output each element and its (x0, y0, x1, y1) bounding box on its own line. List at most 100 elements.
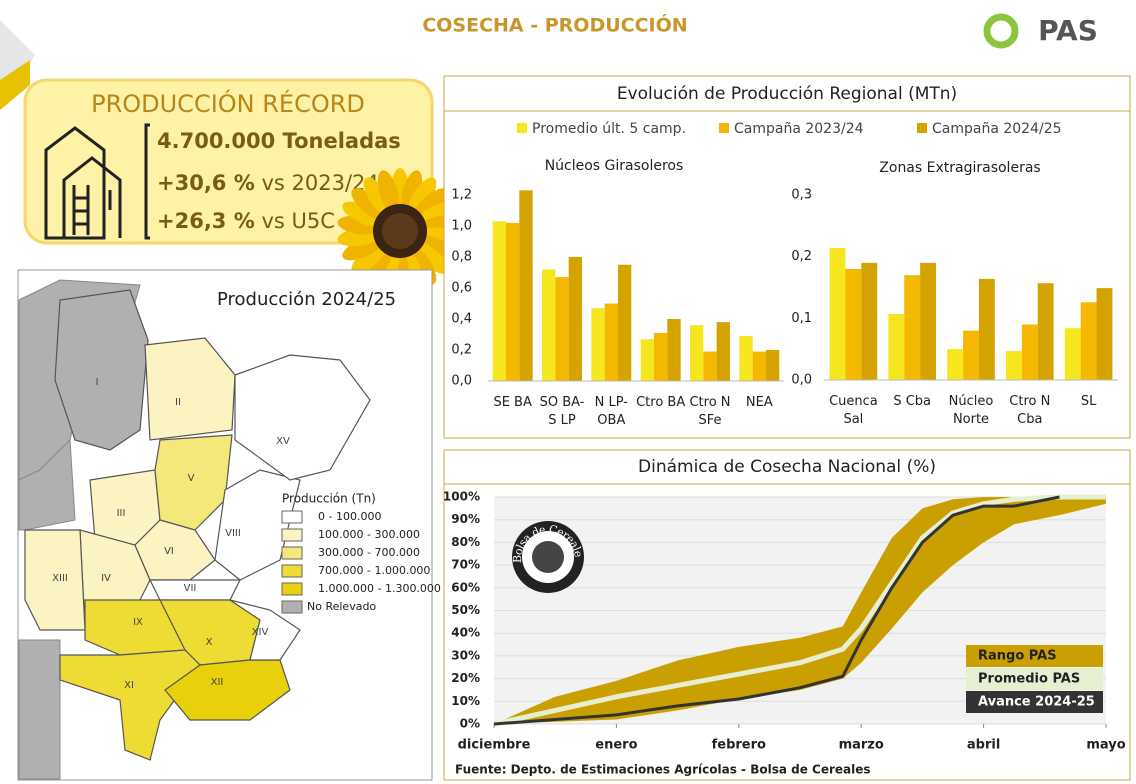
petal (413, 188, 449, 221)
legend-label: Rango PAS (978, 649, 1057, 664)
legend-label: 700.000 - 1.000.000 (318, 564, 430, 577)
bar (904, 275, 921, 380)
x-tick-label: SL (1081, 394, 1097, 409)
x-tick-label: Núcleo Norte (949, 394, 994, 427)
legend-swatch (966, 668, 1103, 690)
silo-icon (44, 123, 150, 240)
legend-label: Campaña 2024/25 (932, 121, 1062, 137)
y-tick-label: 1,2 (451, 188, 472, 203)
map-region (229, 599, 301, 661)
y-tick-label: 0% (460, 717, 480, 731)
bar (1064, 328, 1081, 380)
bar (519, 190, 533, 381)
petal (413, 241, 449, 274)
logo-icon (1001, 26, 1011, 36)
bar (716, 322, 730, 381)
map-region (144, 337, 236, 441)
bar (506, 222, 520, 381)
page-title: COSECHA - PRODUCCIÓN (422, 13, 687, 37)
y-tick-label: 30% (451, 648, 480, 662)
bar (978, 278, 995, 380)
bar (947, 349, 964, 380)
logo-face (532, 541, 564, 573)
logo: PAS (983, 13, 1098, 49)
map-region (24, 529, 86, 631)
y-tick-label: 1,0 (451, 219, 472, 234)
legend-swatch (917, 123, 927, 133)
legend-swatch (281, 582, 303, 596)
region-label: V (188, 473, 195, 484)
map-region (214, 469, 301, 581)
region-label: III (117, 508, 126, 519)
x-tick-label: enero (595, 738, 637, 753)
region-label: VI (164, 546, 174, 557)
range-band (494, 497, 1106, 724)
bar (829, 248, 846, 380)
record-title: PRODUCCIÓN RÉCORD (91, 88, 365, 118)
x-tick-label: N LP-OBA (595, 395, 629, 428)
y-tick-label: 0,8 (451, 250, 472, 265)
region-label: XV (276, 436, 290, 447)
bar (1021, 324, 1038, 380)
x-tick-label: marzo (839, 738, 884, 753)
region-label: XII (211, 677, 224, 688)
bar (963, 330, 979, 380)
region-label: VIII (225, 528, 241, 539)
region-label: I (96, 377, 99, 388)
map-legend-title: Producción (Tn) (282, 492, 376, 506)
y-tick-label: 0,3 (791, 188, 812, 203)
bar (1005, 351, 1022, 380)
legend-label: Campaña 2023/24 (734, 121, 864, 137)
x-tick-label: S Cba (893, 394, 931, 409)
logo-text: PAS (1038, 14, 1098, 47)
panel-title: Dinámica de Cosecha Nacional (%) (638, 457, 936, 477)
x-tick-label: Ctro BA (636, 395, 685, 410)
corner-decoration (0, 60, 30, 110)
bar (1080, 302, 1097, 380)
sunflower-center (382, 213, 418, 249)
legend-swatch (281, 600, 303, 614)
petal (408, 177, 437, 216)
panel-title: Evolución de Producción Regional (MTn) (617, 84, 957, 104)
outside-area (18, 639, 61, 780)
map-region (234, 354, 371, 481)
region-label: XIII (52, 573, 68, 584)
bar (703, 351, 717, 381)
y-tick-label: 60% (451, 580, 480, 594)
legend-swatch (966, 691, 1103, 713)
y-tick-label: 0,4 (451, 312, 472, 327)
bar (888, 314, 905, 380)
petal (377, 170, 400, 213)
region-label: X (206, 637, 213, 648)
bar (690, 325, 704, 381)
bar (845, 269, 862, 380)
legend-label: 100.000 - 300.000 (318, 528, 420, 541)
x-tick-label: abril (967, 738, 1000, 753)
record-change: +26,3 % vs U5C (157, 209, 335, 233)
petal (363, 177, 392, 216)
x-tick-label: Ctro N Cba (1009, 394, 1050, 427)
x-tick-label: Ctro N SFe (689, 395, 730, 428)
y-tick-label: 90% (451, 512, 480, 526)
legend-swatch (966, 645, 1103, 667)
region-label: II (175, 397, 181, 408)
map-region (59, 649, 201, 761)
y-tick-label: 20% (451, 671, 480, 685)
bar (667, 319, 681, 381)
bar (555, 277, 569, 381)
y-tick-label: 0,0 (451, 374, 472, 389)
bar (591, 308, 605, 381)
line (493, 494, 1106, 727)
map-title: Producción 2024/25 (217, 289, 396, 310)
bar (739, 336, 753, 381)
record-box (23, 78, 434, 245)
x-tick-label: febrero (712, 738, 766, 753)
x-tick-label: NEA (746, 395, 773, 410)
y-tick-label: 50% (451, 603, 480, 617)
subtitle: Zonas Extragirasoleras (879, 160, 1040, 176)
bar (1037, 283, 1054, 380)
legend-label: 0 - 100.000 (318, 510, 381, 523)
